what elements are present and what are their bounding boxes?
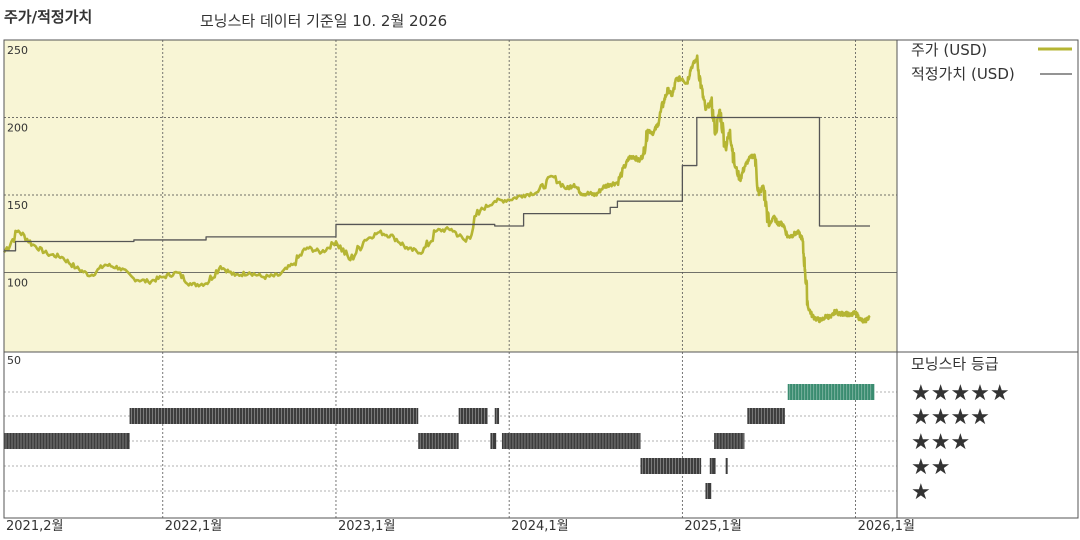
x-tick-label: 2023,1월 xyxy=(338,519,395,534)
y-tick-label: 50 xyxy=(7,354,21,367)
x-tick-label: 2024,1월 xyxy=(511,519,568,534)
y-tick-label: 150 xyxy=(7,199,28,212)
rating-segment xyxy=(725,458,728,474)
y-tick-label: 250 xyxy=(7,44,28,57)
rating-panel-title: 모닝스타 등급 xyxy=(911,355,999,373)
y-tick-label: 200 xyxy=(7,122,28,135)
rating-star-label: ★★ xyxy=(911,455,950,480)
rating-layer xyxy=(4,384,875,499)
chart-left-title: 주가/적정가치 xyxy=(4,8,92,26)
rating-segment xyxy=(458,408,488,424)
fair-value-series-line xyxy=(4,116,870,252)
price-panel-bg xyxy=(4,40,897,352)
rating-segment xyxy=(747,408,785,424)
chart-subtitle: 모닝스타 데이터 기준일 10. 2월 2026 xyxy=(200,12,447,30)
legend-fair-label: 적정가치 (USD) xyxy=(911,65,1015,83)
x-tick-label: 2022,1월 xyxy=(165,519,222,534)
rating-segment xyxy=(787,384,875,400)
price-series-line xyxy=(2,54,871,324)
x-tick-label: 2025,1월 xyxy=(684,519,741,534)
rating-star-labels: ★★★★★★★★★★★★★★★ xyxy=(911,381,1010,505)
rating-star-label: ★★★★ xyxy=(911,405,990,430)
axis-layer: 50 100 150 200 250 2021,2월 2022,1월 2023,1월 2024,… xyxy=(6,44,915,534)
rating-segment xyxy=(4,433,130,449)
rating-star-label: ★★★ xyxy=(911,430,970,455)
rating-star-label: ★ xyxy=(911,480,931,505)
rating-segment xyxy=(418,433,459,449)
x-tick-label: 2026,1월 xyxy=(858,519,915,534)
rating-segment xyxy=(709,458,716,474)
legend-price-label: 주가 (USD) xyxy=(911,41,987,59)
rating-star-label: ★★★★★ xyxy=(911,381,1010,406)
rating-segment xyxy=(501,433,641,449)
rating-segment xyxy=(129,408,419,424)
rating-segment xyxy=(714,433,745,449)
chart-frame xyxy=(3,39,1079,519)
series-layer xyxy=(2,54,871,324)
rating-segment xyxy=(705,483,712,499)
y-tick-label: 100 xyxy=(7,277,28,290)
rating-segment xyxy=(640,458,702,474)
rating-segment xyxy=(494,408,500,424)
x-tick-label: 2021,2월 xyxy=(6,519,63,534)
rating-segment xyxy=(490,433,497,449)
